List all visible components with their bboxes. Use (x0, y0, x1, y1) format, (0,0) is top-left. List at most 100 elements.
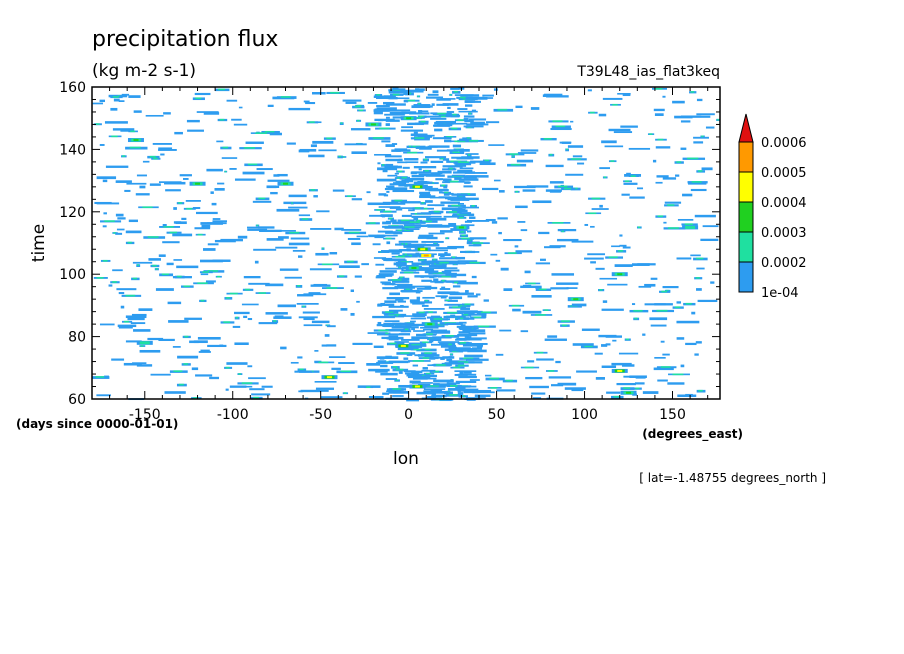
precip-streak (459, 341, 466, 344)
precip-streak (653, 108, 665, 112)
precip-streak (377, 303, 395, 307)
precip-streak (128, 219, 138, 223)
precip-streak (111, 358, 125, 361)
precip-streak (656, 309, 668, 312)
precip-streak (386, 361, 409, 364)
precip-streak (386, 241, 391, 245)
precip-streak (329, 252, 338, 255)
precip-streak (350, 128, 371, 131)
precip-streak (258, 197, 266, 200)
precip-streak (404, 328, 409, 331)
precip-streak (416, 296, 421, 300)
precip-streak (401, 179, 408, 182)
precip-streak (662, 95, 666, 98)
precip-streak (478, 97, 494, 99)
data-cell (573, 298, 579, 301)
precip-streak (435, 247, 457, 250)
precip-streak (174, 131, 183, 135)
colorbar-swatch (738, 231, 754, 263)
precip-streak (590, 225, 595, 228)
precip-streak (550, 127, 572, 131)
precip-streak (326, 137, 333, 140)
precip-streak (587, 89, 592, 92)
precip-streak (125, 315, 147, 319)
precip-streak (205, 280, 216, 283)
precip-streak (229, 167, 237, 170)
precip-streak (209, 376, 220, 380)
precip-streak (385, 123, 390, 126)
precip-streak (412, 364, 419, 367)
precip-streak (624, 180, 630, 183)
precip-streak (392, 189, 415, 193)
precip-streak (247, 365, 253, 368)
precip-streak (178, 383, 184, 386)
precip-streak (429, 338, 442, 342)
precip-streak (488, 144, 505, 146)
precip-streak (464, 338, 482, 341)
precip-streak (130, 322, 146, 325)
precip-streak (613, 131, 633, 134)
precip-streak (406, 398, 420, 402)
precip-streak (380, 364, 388, 368)
precip-streak (377, 360, 387, 363)
precip-streak (425, 156, 447, 159)
precip-streak (116, 288, 137, 291)
precip-streak (310, 228, 332, 230)
precip-streak (248, 377, 266, 380)
precip-streak (338, 155, 342, 158)
precip-streak (158, 148, 177, 151)
precip-streak (402, 166, 410, 169)
precip-streak (599, 288, 603, 291)
precip-streak (611, 362, 632, 366)
precip-streak (422, 220, 432, 223)
data-cell (370, 123, 376, 126)
precip-streak (685, 393, 693, 397)
precip-streak (397, 161, 408, 164)
precip-streak (340, 370, 352, 373)
precip-streak (105, 165, 129, 168)
precip-streak (459, 96, 468, 99)
precip-streak (549, 153, 553, 156)
precip-streak (430, 389, 443, 393)
precip-streak (528, 282, 536, 285)
precip-streak (343, 392, 347, 394)
precip-streak (435, 225, 449, 228)
precip-streak (128, 95, 141, 98)
precip-streak (512, 155, 514, 157)
precip-streak (625, 338, 629, 341)
precip-streak (273, 316, 292, 319)
precip-streak (684, 223, 693, 226)
chart-units: (kg m-2 s-1) (92, 61, 196, 81)
precip-streak (392, 88, 406, 91)
precip-streak (445, 299, 450, 302)
precip-streak (415, 88, 420, 92)
precip-streak (396, 367, 399, 370)
precip-streak (203, 112, 220, 115)
precip-streak (474, 394, 491, 397)
precip-streak (442, 165, 463, 168)
precip-streak (389, 183, 400, 186)
precip-streak (395, 299, 404, 301)
precip-streak (454, 94, 474, 96)
precip-streak (430, 112, 438, 115)
precip-streak (454, 370, 477, 372)
precip-streak (588, 212, 597, 215)
precip-streak (495, 353, 504, 356)
precip-streak (400, 352, 410, 354)
precip-streak (392, 366, 398, 368)
precip-streak (96, 176, 117, 180)
precip-streak (125, 294, 136, 297)
precip-streak (397, 283, 413, 287)
precip-streak (584, 223, 589, 226)
precip-streak (691, 181, 702, 183)
precip-streak (313, 195, 318, 198)
precip-streak (401, 227, 409, 230)
precip-streak (326, 325, 336, 328)
precip-streak (224, 170, 227, 173)
precip-streak (376, 361, 394, 364)
precip-streak (566, 287, 578, 289)
precip-streak (455, 386, 466, 390)
precip-streak (117, 217, 126, 220)
precip-streak (92, 102, 104, 105)
precip-streak (457, 161, 469, 164)
